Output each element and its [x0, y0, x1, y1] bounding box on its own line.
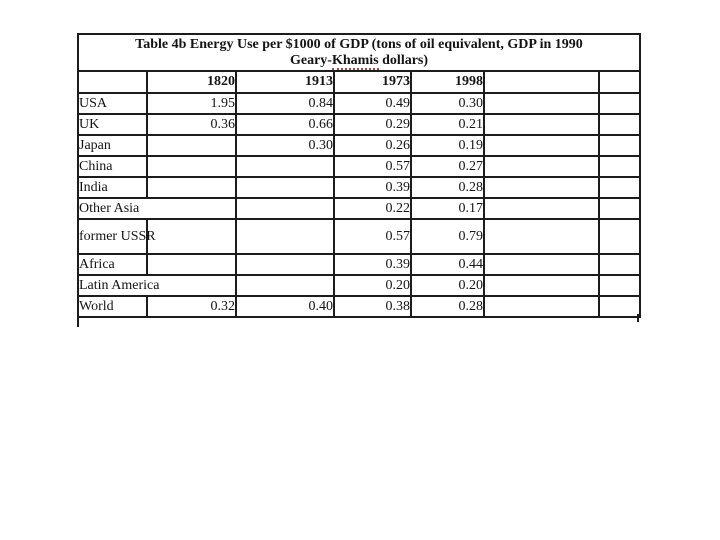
- empty-cell: [598, 253, 641, 276]
- header-empty-cell: [598, 70, 641, 94]
- table-title-line2-before: Geary-: [289, 52, 332, 68]
- table-row-uk: UK 0.36 0.66 0.29 0.21: [77, 113, 641, 136]
- value-cell: [146, 176, 237, 199]
- row-label: Japan: [77, 134, 148, 157]
- year-header-row: 1820 1913 1973 1998: [77, 70, 641, 94]
- table-row-other-asia: Other Asia 0.22 0.17: [77, 197, 641, 220]
- value-cell: 0.28: [410, 295, 485, 318]
- value-cell: [146, 155, 237, 178]
- energy-gdp-table: Table 4b Energy Use per $1000 of GDP (to…: [77, 33, 641, 318]
- row-label: USA: [77, 92, 148, 115]
- empty-cell: [483, 113, 600, 136]
- value-cell: 1.95: [146, 92, 237, 115]
- value-cell: 0.44: [410, 253, 485, 276]
- value-cell: 0.17: [410, 197, 485, 220]
- table-title: Table 4b Energy Use per $1000 of GDP (to…: [77, 33, 641, 72]
- row-label: UK: [77, 113, 148, 136]
- value-cell: 0.36: [146, 113, 237, 136]
- header-year-1820: 1820: [146, 70, 237, 94]
- value-cell: [146, 253, 237, 276]
- empty-cell: [483, 176, 600, 199]
- empty-cell: [598, 274, 641, 297]
- table-border-tail-right: [637, 314, 639, 322]
- table-row-former-ussr: former USSR 0.57 0.79: [77, 218, 641, 255]
- row-label: former USSR: [77, 218, 156, 255]
- value-cell: 0.29: [333, 113, 412, 136]
- value-cell: 0.30: [235, 134, 335, 157]
- header-year-1998: 1998: [410, 70, 485, 94]
- table-row-china: China 0.57 0.27: [77, 155, 641, 178]
- energy-gdp-table-container: Table 4b Energy Use per $1000 of GDP (to…: [77, 33, 641, 318]
- header-empty-cell: [483, 70, 600, 94]
- row-label: Latin America: [77, 274, 237, 297]
- header-year-1973: 1973: [333, 70, 412, 94]
- table-row-world: World 0.32 0.40 0.38 0.28: [77, 295, 641, 318]
- value-cell: [235, 274, 335, 297]
- row-label: Other Asia: [77, 197, 237, 220]
- value-cell: 0.49: [333, 92, 412, 115]
- value-cell: 0.39: [333, 253, 412, 276]
- value-cell: [235, 176, 335, 199]
- empty-cell: [483, 155, 600, 178]
- value-cell: [146, 134, 237, 157]
- value-cell: [146, 218, 237, 255]
- empty-cell: [598, 176, 641, 199]
- table-border-tail-left: [77, 314, 79, 327]
- table-row-latin-america: Latin America 0.20 0.20: [77, 274, 641, 297]
- value-cell: 0.40: [235, 295, 335, 318]
- value-cell: 0.26: [333, 134, 412, 157]
- value-cell: 0.27: [410, 155, 485, 178]
- value-cell: [235, 155, 335, 178]
- empty-cell: [598, 197, 641, 220]
- value-cell: 0.19: [410, 134, 485, 157]
- header-empty-cell: [77, 70, 148, 94]
- empty-cell: [483, 92, 600, 115]
- empty-cell: [598, 295, 641, 318]
- empty-cell: [483, 197, 600, 220]
- table-row-india: India 0.39 0.28: [77, 176, 641, 199]
- value-cell: 0.57: [333, 155, 412, 178]
- value-cell: 0.30: [410, 92, 485, 115]
- empty-cell: [598, 134, 641, 157]
- value-cell: 0.22: [333, 197, 412, 220]
- empty-cell: [598, 218, 641, 255]
- value-cell: 0.79: [410, 218, 485, 255]
- row-label: World: [77, 295, 148, 318]
- empty-cell: [598, 92, 641, 115]
- table-title-row: Table 4b Energy Use per $1000 of GDP (to…: [77, 33, 641, 72]
- table-title-line1: Table 4b Energy Use per $1000 of GDP (to…: [135, 36, 583, 52]
- empty-cell: [483, 218, 600, 255]
- table-row-japan: Japan 0.30 0.26 0.19: [77, 134, 641, 157]
- empty-cell: [483, 274, 600, 297]
- value-cell: [235, 218, 335, 255]
- value-cell: 0.66: [235, 113, 335, 136]
- value-cell: 0.28: [410, 176, 485, 199]
- value-cell: [235, 197, 335, 220]
- table-title-line2-after: dollars): [378, 52, 429, 68]
- header-year-1913: 1913: [235, 70, 335, 94]
- value-cell: 0.39: [333, 176, 412, 199]
- table-row-usa: USA 1.95 0.84 0.49 0.30: [77, 92, 641, 115]
- value-cell: 0.32: [146, 295, 237, 318]
- empty-cell: [483, 134, 600, 157]
- value-cell: 0.21: [410, 113, 485, 136]
- empty-cell: [483, 295, 600, 318]
- spellcheck-underlined-word: Khamis: [331, 52, 379, 70]
- value-cell: 0.38: [333, 295, 412, 318]
- value-cell: [235, 253, 335, 276]
- empty-cell: [598, 113, 641, 136]
- table-row-africa: Africa 0.39 0.44: [77, 253, 641, 276]
- empty-cell: [483, 253, 600, 276]
- row-label: China: [77, 155, 148, 178]
- value-cell: 0.57: [333, 218, 412, 255]
- empty-cell: [598, 155, 641, 178]
- value-cell: 0.84: [235, 92, 335, 115]
- value-cell: 0.20: [410, 274, 485, 297]
- row-label: India: [77, 176, 148, 199]
- row-label: Africa: [77, 253, 148, 276]
- value-cell: 0.20: [333, 274, 412, 297]
